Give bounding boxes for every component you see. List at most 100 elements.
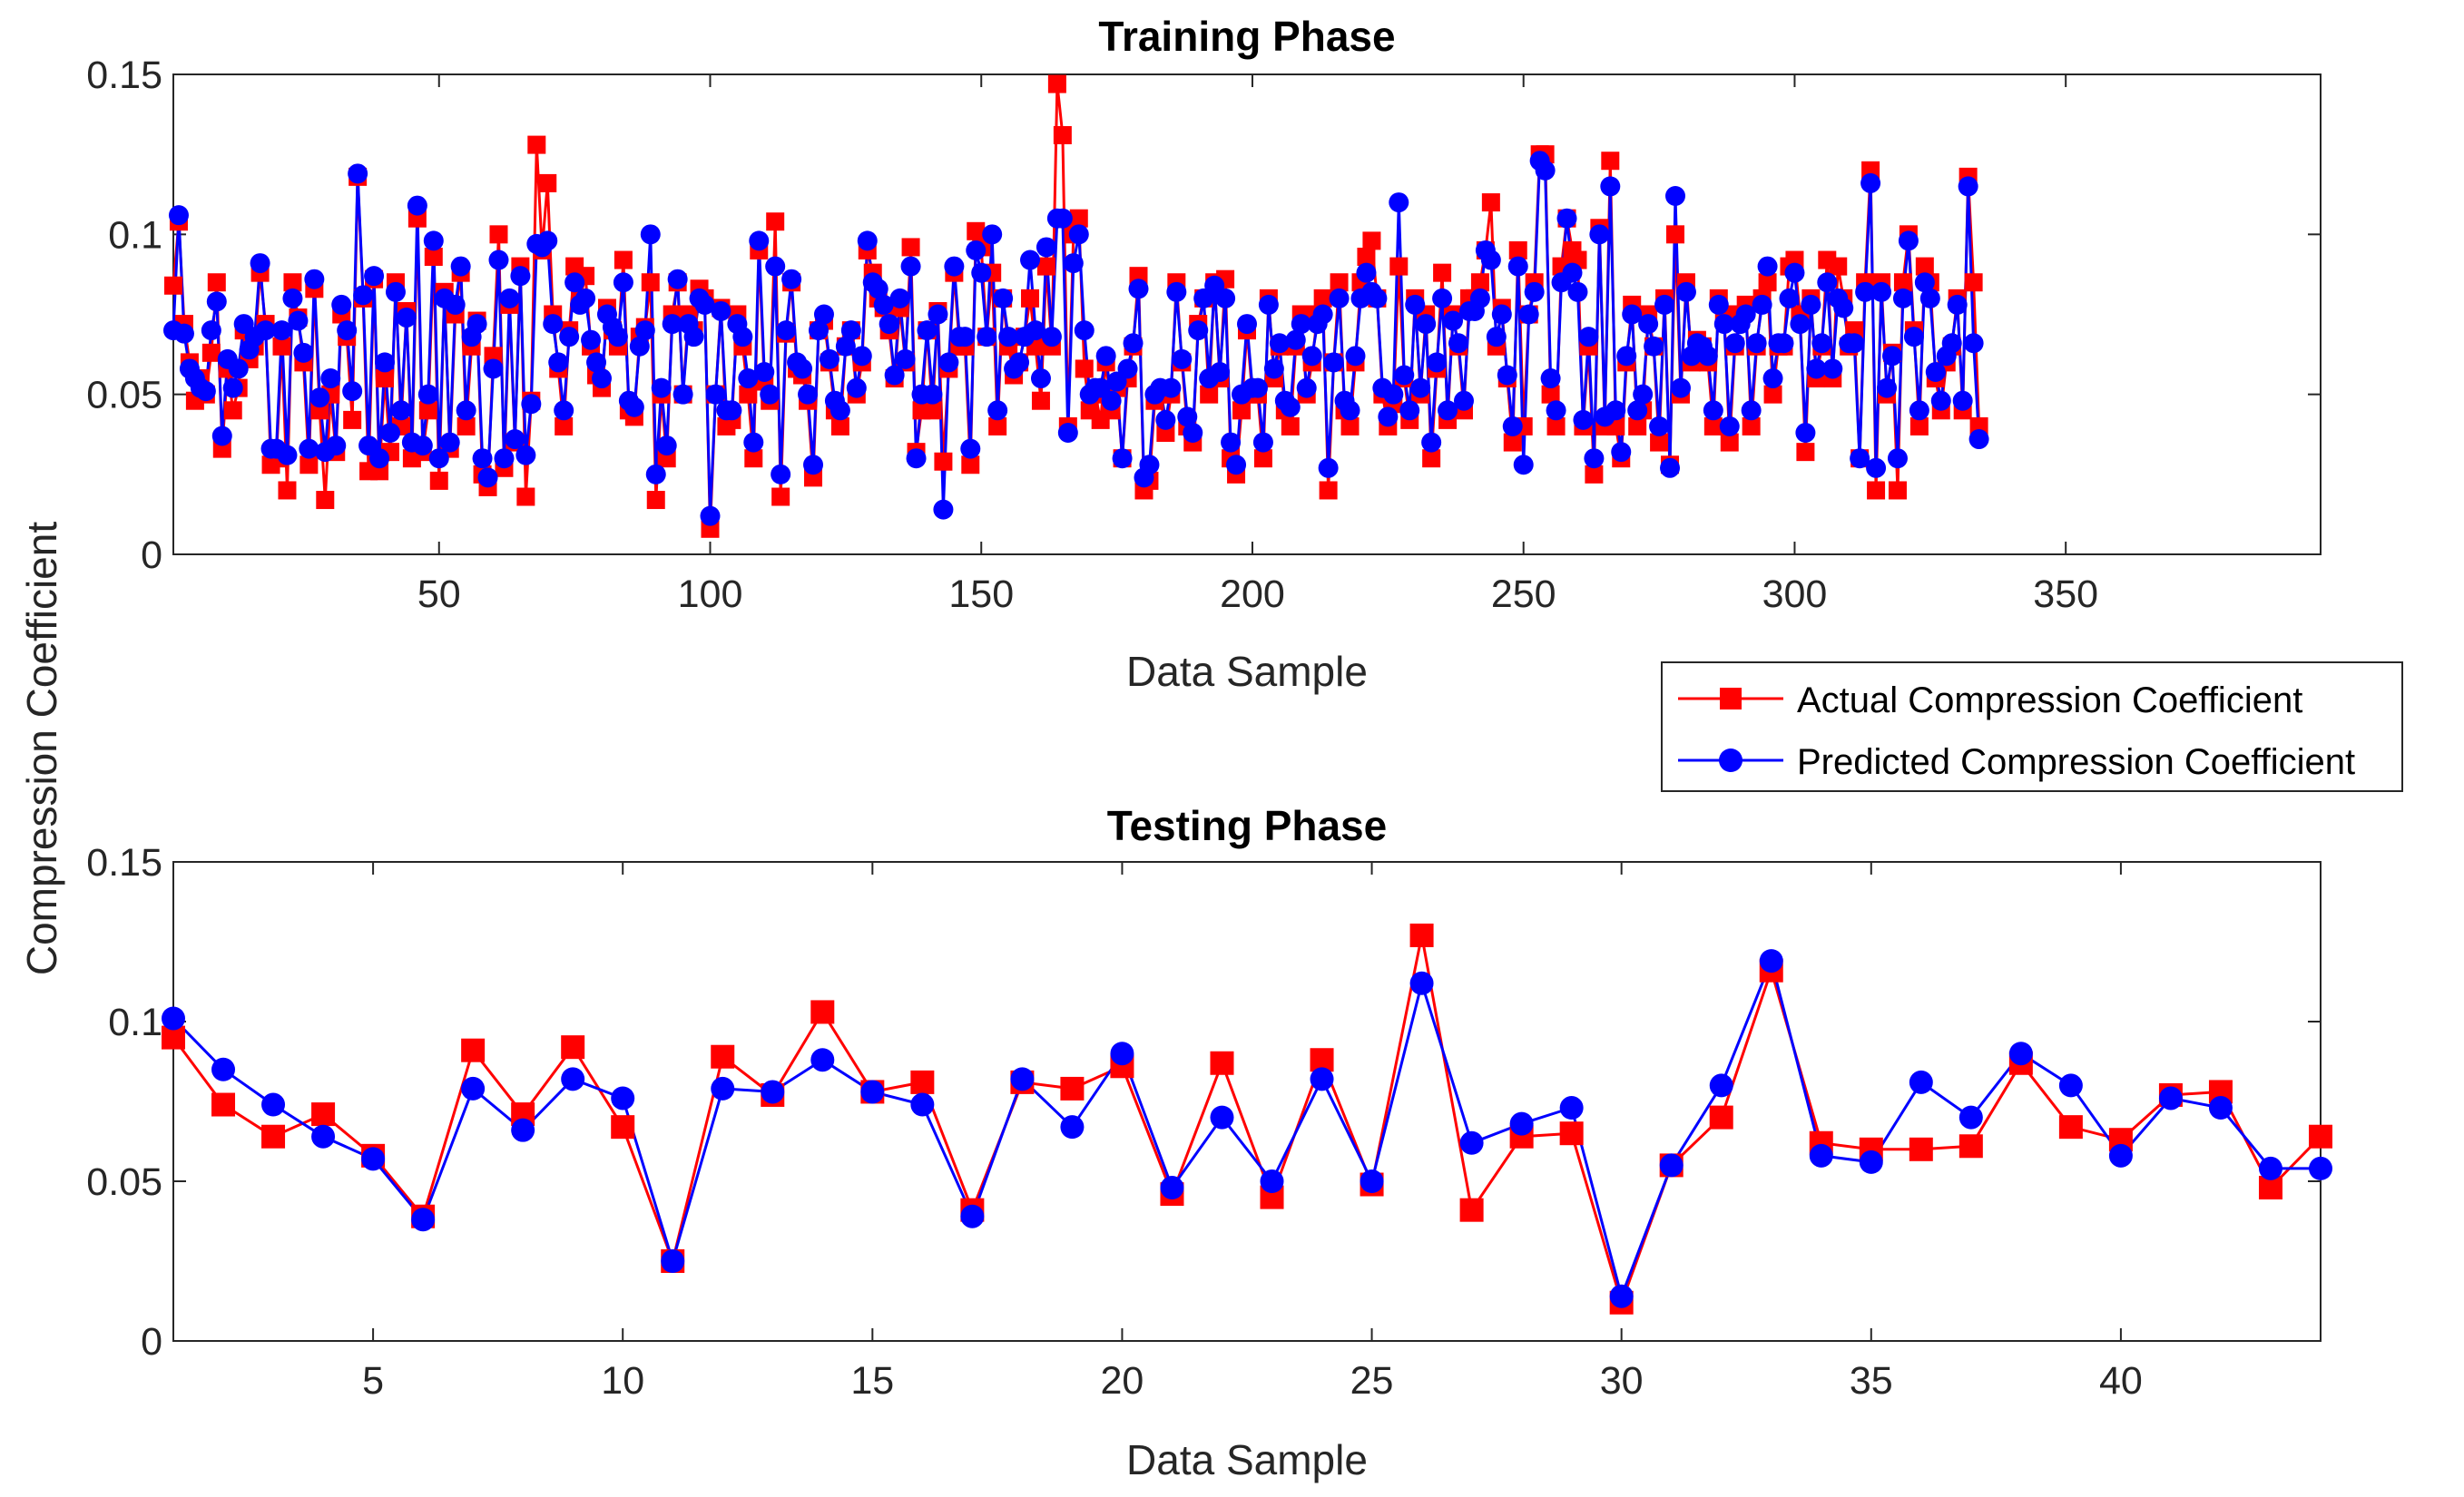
training-predicted-point (1378, 406, 1399, 427)
training-predicted-point (993, 288, 1014, 308)
training-actual-point (646, 491, 665, 510)
training-predicted-point (895, 348, 916, 369)
training-predicted-point (1627, 400, 1648, 421)
training-predicted-point (1074, 320, 1095, 341)
testing-predicted-point (1459, 1130, 1484, 1155)
training-predicted-point (1296, 377, 1317, 398)
testing-title: Testing Phase (1107, 802, 1387, 849)
training-predicted-point (390, 400, 411, 421)
training-predicted-point (1020, 250, 1041, 270)
training-actual-point (1031, 391, 1050, 410)
training-actual-point (1503, 433, 1522, 452)
legend-predicted-label: Predicted Compression Coefficient (1797, 742, 2355, 782)
training-predicted-point (672, 384, 693, 405)
training-actual-point (1389, 257, 1409, 276)
training-ytick-label: 0.1 (108, 213, 162, 257)
training-predicted-point (548, 352, 569, 373)
training-actual-point (1867, 481, 1886, 500)
training-xtick-label: 300 (1762, 572, 1828, 616)
training-actual-point (1036, 257, 1055, 276)
testing-actual-point (2309, 1124, 2332, 1149)
training-predicted-point (1469, 288, 1490, 308)
training-predicted-point (201, 320, 221, 341)
training-actual-point (1546, 416, 1566, 435)
testing-actual-point (910, 1070, 935, 1094)
training-predicted-point (1210, 361, 1231, 382)
training-xtick-label: 100 (678, 572, 743, 616)
training-predicted-point (488, 250, 509, 270)
training-actual-point (1964, 273, 1983, 292)
training-actual-point (1433, 263, 1452, 282)
testing-predicted-point (1409, 971, 1434, 995)
training-predicted-point (1703, 400, 1723, 421)
training-predicted-point (1822, 358, 1843, 379)
training-predicted-point (1399, 400, 1420, 421)
testing-actual-point (461, 1038, 486, 1062)
training-actual-point (901, 238, 920, 257)
training-predicted-point (1052, 208, 1073, 229)
testing-predicted-point (661, 1249, 685, 1273)
training-predicted-point (1670, 377, 1691, 398)
training-predicted-point (1356, 262, 1377, 283)
training-predicted-point (1291, 314, 1311, 335)
testing-predicted-point (761, 1080, 785, 1104)
training-predicted-point (1844, 333, 1865, 354)
training-predicted-point (781, 269, 802, 289)
training-predicted-point (928, 304, 948, 325)
training-predicted-point (1448, 333, 1469, 354)
training-predicted-point (830, 400, 850, 421)
training-predicted-point (1719, 416, 1740, 436)
training-predicted-point (1367, 288, 1388, 308)
training-predicted-point (337, 320, 358, 341)
training-predicted-point (754, 361, 775, 382)
training-predicted-point (743, 432, 764, 453)
training-predicted-point (640, 224, 661, 245)
training-actual-point (1357, 248, 1376, 267)
training-actual-point (1200, 385, 1219, 404)
training-predicted-point (645, 464, 666, 484)
testing-predicted-point (211, 1057, 236, 1081)
training-predicted-point (1746, 333, 1767, 354)
training-actual-point (1319, 481, 1338, 500)
testing-predicted-point (461, 1076, 486, 1101)
training-predicted-point (445, 294, 466, 315)
training-xtick-label: 250 (1491, 572, 1556, 616)
training-actual-point (489, 225, 508, 244)
training-title: Training Phase (1098, 13, 1395, 60)
training-predicted-point (808, 320, 829, 341)
training-predicted-point (1513, 455, 1534, 475)
testing-predicted-point (2058, 1073, 2083, 1098)
training-ytick-label: 0.15 (86, 54, 162, 97)
testing-actual-point (1909, 1137, 1933, 1161)
training-actual-point (1888, 481, 1907, 500)
testing-predicted-point (711, 1076, 735, 1101)
training-predicted-point (1112, 448, 1133, 469)
training-predicted-point (543, 314, 564, 335)
testing-predicted-point (2158, 1086, 2183, 1111)
testing-predicted-point (960, 1204, 985, 1228)
training-predicted-point (1546, 400, 1566, 421)
training-actual-point (988, 416, 1007, 435)
training-predicted-point (1502, 416, 1523, 436)
testing-predicted-point (1609, 1284, 1634, 1308)
training-predicted-point (1605, 400, 1626, 421)
training-predicted-point (309, 387, 330, 408)
training-actual-point (376, 369, 395, 388)
training-predicted-point (1030, 368, 1051, 389)
training-predicted-point (884, 365, 905, 386)
training-predicted-point (1866, 457, 1887, 478)
training-actual-point (1047, 74, 1066, 93)
training-predicted-point (282, 288, 303, 308)
training-predicted-point (1394, 365, 1415, 386)
testing-predicted-point (1809, 1143, 1833, 1168)
training-predicted-point (1578, 327, 1599, 347)
training-actual-point (278, 481, 297, 500)
training-predicted-point (271, 320, 292, 341)
training-predicted-point (1633, 384, 1654, 405)
training-predicted-point (456, 400, 476, 421)
testing-predicted-point (810, 1048, 835, 1072)
training-predicted-point (977, 327, 997, 347)
training-predicted-point (1741, 400, 1762, 421)
training-predicted-point (1263, 358, 1284, 379)
